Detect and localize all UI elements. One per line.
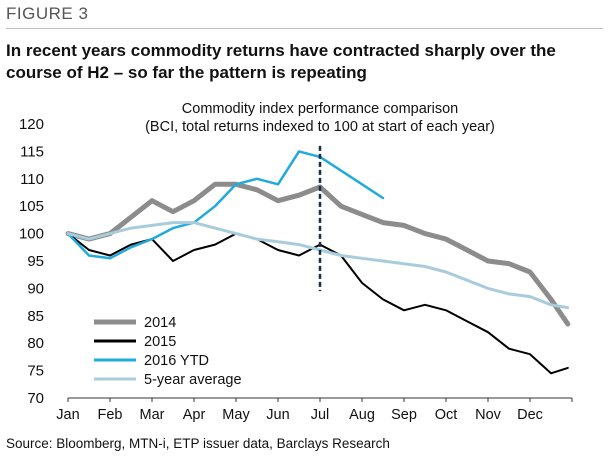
legend-label: 2014: [144, 315, 176, 331]
x-tick-label: Feb: [98, 407, 123, 423]
x-tick-label: Apr: [183, 407, 206, 423]
x-tick-label: Dec: [517, 407, 543, 423]
y-tick-label: 80: [27, 335, 44, 352]
x-tick-label: Jan: [56, 407, 79, 423]
chart-title: Commodity index performance comparison: [181, 101, 459, 117]
y-tick-label: 95: [27, 253, 44, 270]
legend-label: 5-year average: [144, 372, 242, 388]
legend: 2014 2015 2016 YTD 5-year average: [94, 315, 242, 388]
y-tick-label: 100: [19, 226, 44, 243]
y-tick-label: 110: [20, 171, 44, 188]
x-tick-label: Nov: [475, 407, 502, 423]
series-line: [67, 232, 569, 375]
y-tick-label: 75: [27, 363, 44, 380]
legend-label: 2016 YTD: [144, 353, 209, 369]
x-tick-label: Jul: [311, 407, 330, 423]
y-tick-label: 115: [20, 143, 44, 160]
y-tick-label: 120: [19, 116, 44, 133]
y-tick-label: 105: [19, 198, 44, 215]
headline: In recent years commodity returns have c…: [6, 41, 556, 82]
x-tick-label: Aug: [349, 407, 375, 423]
x-tick-label: Jun: [266, 407, 289, 423]
series-line: [66, 150, 385, 260]
x-tick-label: Sep: [391, 407, 417, 423]
chart-subtitle: (BCI, total returns indexed to 100 at st…: [145, 119, 495, 135]
figure-label: FIGURE 3: [6, 4, 89, 23]
x-tick-label: May: [222, 407, 250, 423]
y-tick-label: 90: [27, 280, 44, 297]
series-line: [65, 181, 571, 327]
y-tick-label: 85: [27, 308, 44, 325]
source-note: Source: Bloomberg, MTN-i, ETP issuer dat…: [6, 436, 390, 451]
plot-lines: [65, 145, 571, 375]
x-tick-label: Oct: [435, 407, 458, 423]
series-line: [66, 221, 570, 310]
axes: 70 75 80 85 90 95 100 105 110 115 120 Jan Feb Mar Apr M…: [19, 116, 573, 423]
y-tick-label: 70: [27, 390, 44, 407]
header-rule: [6, 28, 603, 29]
x-tick-label: Mar: [140, 407, 165, 423]
legend-label: 2015: [144, 334, 176, 350]
